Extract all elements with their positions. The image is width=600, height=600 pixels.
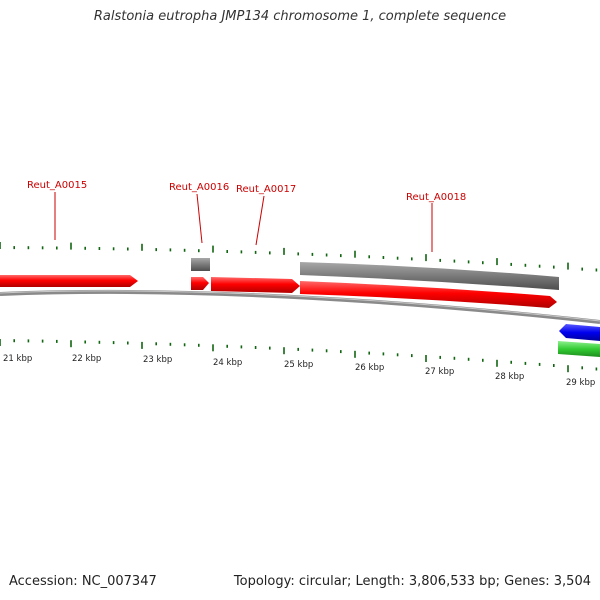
leader-line-reut-a0017 <box>255 195 265 246</box>
kbp-label-29: 29 kbp <box>566 378 595 388</box>
kbp-label-26: 26 kbp <box>355 363 384 373</box>
cds-arrow-reut-a0018[interactable] <box>300 281 557 308</box>
kbp-label-28: 28 kbp <box>495 372 524 382</box>
kbp-label-21: 21 kbp <box>3 354 32 364</box>
reverse-cds-arrow[interactable] <box>559 324 600 341</box>
leader-line-reut-a0016 <box>196 193 203 244</box>
kbp-label-23: 23 kbp <box>143 355 172 365</box>
kbp-label-22: 22 kbp <box>72 354 101 364</box>
rna-gene-bar[interactable] <box>558 341 600 357</box>
cds-arrow-reut-a0015[interactable] <box>0 275 138 287</box>
topology-summary-text: Topology: circular; Length: 3,806,533 bp… <box>233 574 591 589</box>
kbp-label-25: 25 kbp <box>284 360 313 370</box>
chromosome-backbone-highlight <box>0 290 600 322</box>
tick-marks-bottom <box>0 339 598 373</box>
gene-label-reut-a0015[interactable]: Reut_A0015 <box>27 180 87 191</box>
map-title: Ralstonia eutropha JMP134 chromosome 1, … <box>93 9 507 24</box>
gene-bar-reut-a0018[interactable] <box>300 262 559 290</box>
cds-arrow-reut-a0016[interactable] <box>191 277 209 290</box>
tick-marks-top <box>0 242 598 272</box>
gene-label-reut-a0016[interactable]: Reut_A0016 <box>169 182 229 193</box>
kbp-label-27: 27 kbp <box>425 367 454 377</box>
gene-bar-reut-a0016[interactable] <box>191 258 210 271</box>
chromosome-backbone <box>0 289 600 324</box>
cds-arrow-reut-a0017[interactable] <box>211 277 300 293</box>
gene-label-reut-a0017[interactable]: Reut_A0017 <box>236 184 296 195</box>
kbp-label-24: 24 kbp <box>213 358 242 368</box>
gene-label-reut-a0018[interactable]: Reut_A0018 <box>406 192 466 203</box>
accession-text: Accession: NC_007347 <box>9 574 157 589</box>
